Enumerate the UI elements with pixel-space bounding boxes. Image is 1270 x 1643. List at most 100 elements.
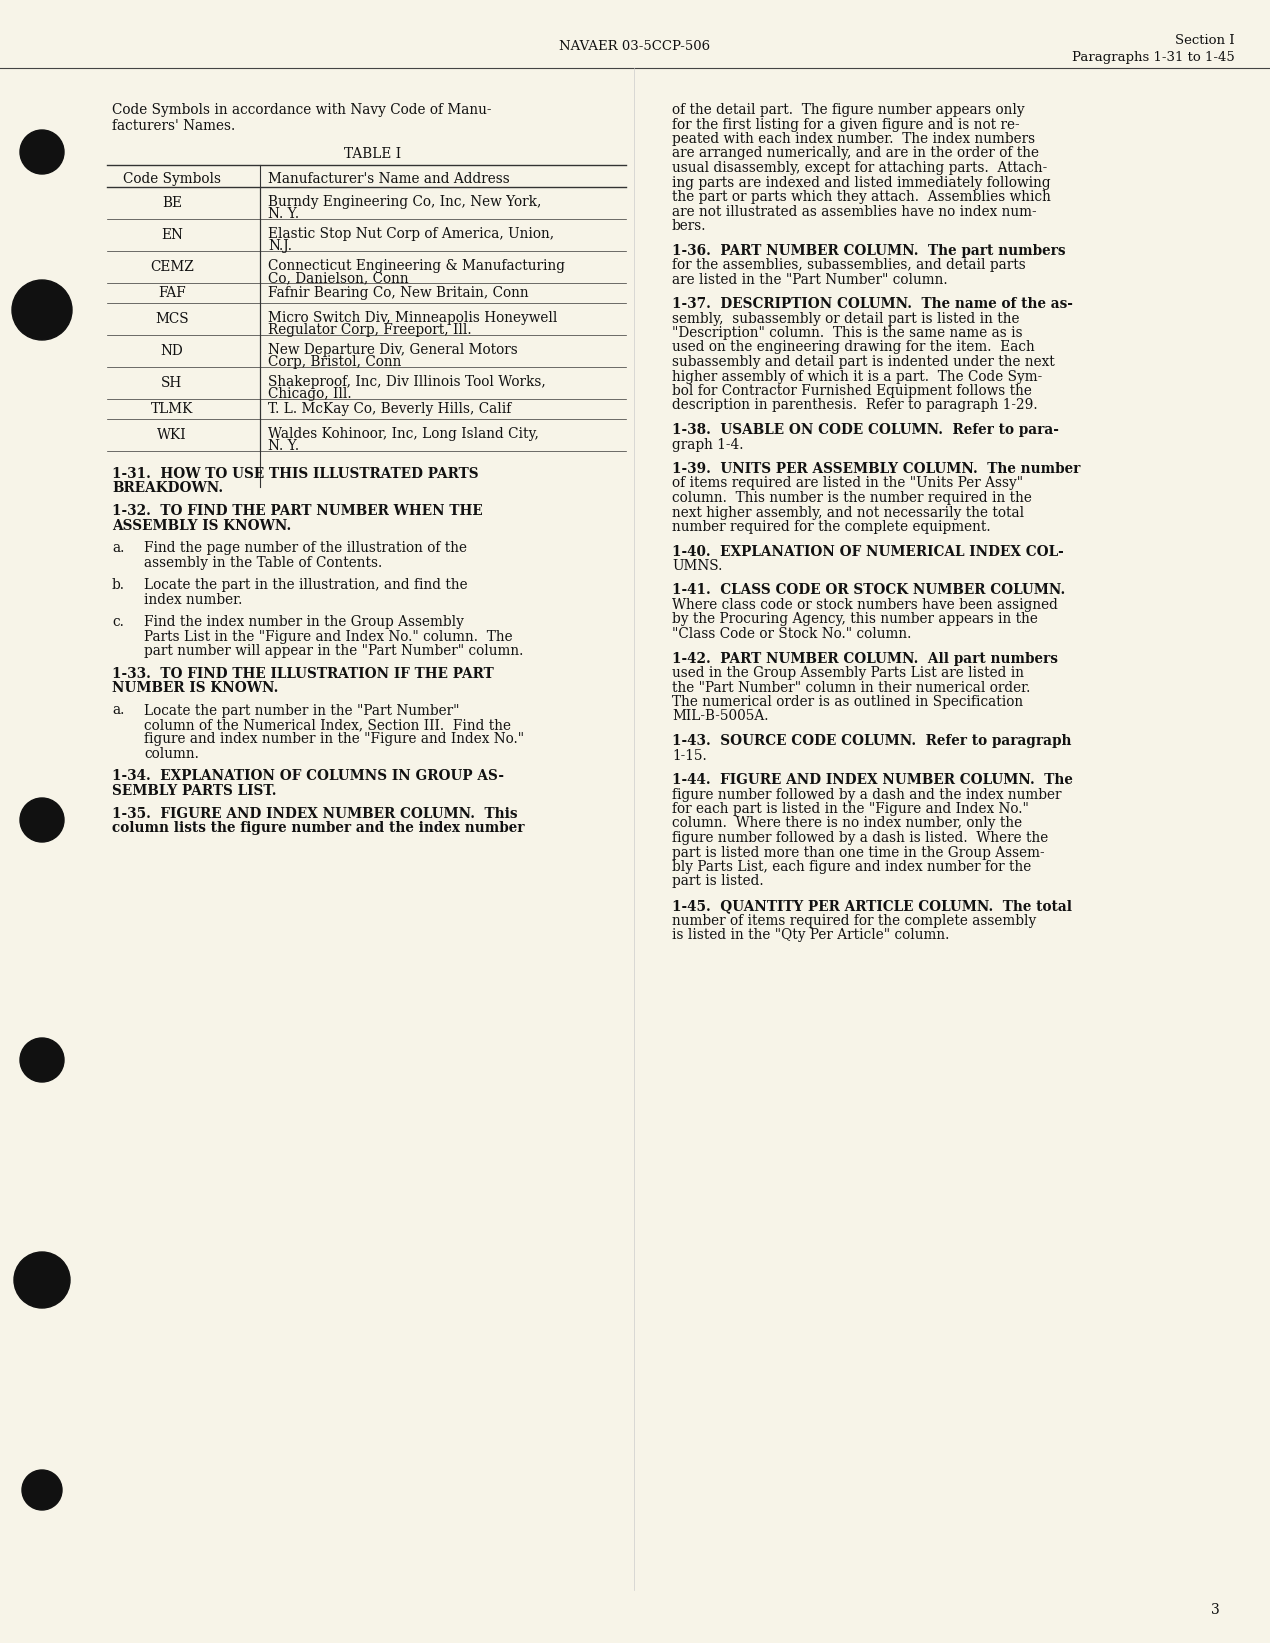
Text: index number.: index number. [144, 593, 243, 606]
Text: bol for Contractor Furnished Equipment follows the: bol for Contractor Furnished Equipment f… [672, 384, 1031, 398]
Text: 1-32.  TO FIND THE PART NUMBER WHEN THE: 1-32. TO FIND THE PART NUMBER WHEN THE [112, 504, 483, 518]
Text: 1-39.  UNITS PER ASSEMBLY COLUMN.  The number: 1-39. UNITS PER ASSEMBLY COLUMN. The num… [672, 462, 1081, 476]
Text: MCS: MCS [155, 312, 189, 325]
Text: usual disassembly, except for attaching parts.  Attach-: usual disassembly, except for attaching … [672, 161, 1048, 176]
Text: 1-33.  TO FIND THE ILLUSTRATION IF THE PART: 1-33. TO FIND THE ILLUSTRATION IF THE PA… [112, 667, 494, 680]
Text: used in the Group Assembly Parts List are listed in: used in the Group Assembly Parts List ar… [672, 665, 1024, 680]
Text: sembly,  subassembly or detail part is listed in the: sembly, subassembly or detail part is li… [672, 312, 1020, 325]
Text: assembly in the Table of Contents.: assembly in the Table of Contents. [144, 555, 382, 570]
Text: by the Procuring Agency, this number appears in the: by the Procuring Agency, this number app… [672, 613, 1038, 626]
Text: Section I: Section I [1175, 33, 1234, 46]
Text: UMNS.: UMNS. [672, 559, 723, 573]
Text: Micro Switch Div, Minneapolis Honeywell: Micro Switch Div, Minneapolis Honeywell [268, 311, 558, 325]
Text: c.: c. [112, 614, 124, 629]
Text: are not illustrated as assemblies have no index num-: are not illustrated as assemblies have n… [672, 204, 1036, 219]
Text: WKI: WKI [157, 427, 187, 442]
Text: 1-15.: 1-15. [672, 749, 706, 762]
Text: TLMK: TLMK [151, 403, 193, 416]
Text: Find the page number of the illustration of the: Find the page number of the illustration… [144, 541, 467, 555]
Text: N.J.: N.J. [268, 238, 292, 253]
Text: 1-45.  QUANTITY PER ARTICLE COLUMN.  The total: 1-45. QUANTITY PER ARTICLE COLUMN. The t… [672, 899, 1072, 914]
Text: a.: a. [112, 703, 124, 718]
Text: facturers' Names.: facturers' Names. [112, 118, 235, 133]
Circle shape [11, 279, 72, 340]
Text: "Description" column.  This is the same name as is: "Description" column. This is the same n… [672, 325, 1022, 340]
Text: part is listed.: part is listed. [672, 874, 763, 889]
Text: Manufacturer's Name and Address: Manufacturer's Name and Address [268, 173, 509, 186]
Text: MIL-B-5005A.: MIL-B-5005A. [672, 710, 768, 723]
Text: Co, Danielson, Conn: Co, Danielson, Conn [268, 271, 409, 284]
Text: Where class code or stock numbers have been assigned: Where class code or stock numbers have b… [672, 598, 1058, 611]
Text: Paragraphs 1-31 to 1-45: Paragraphs 1-31 to 1-45 [1072, 51, 1234, 64]
Text: a.: a. [112, 541, 124, 555]
Text: NAVAER 03-5CCP-506: NAVAER 03-5CCP-506 [560, 41, 710, 54]
Text: Locate the part number in the "Part Number": Locate the part number in the "Part Numb… [144, 703, 460, 718]
Text: 1-42.  PART NUMBER COLUMN.  All part numbers: 1-42. PART NUMBER COLUMN. All part numbe… [672, 652, 1058, 665]
Text: Fafnir Bearing Co, New Britain, Conn: Fafnir Bearing Co, New Britain, Conn [268, 286, 528, 301]
Text: ASSEMBLY IS KNOWN.: ASSEMBLY IS KNOWN. [112, 519, 291, 532]
Text: part is listed more than one time in the Group Assem-: part is listed more than one time in the… [672, 846, 1045, 859]
Text: N. Y.: N. Y. [268, 439, 300, 453]
Text: part number will appear in the "Part Number" column.: part number will appear in the "Part Num… [144, 644, 523, 657]
Text: for each part is listed in the "Figure and Index No.": for each part is listed in the "Figure a… [672, 802, 1029, 817]
Text: column.  Where there is no index number, only the: column. Where there is no index number, … [672, 817, 1022, 830]
Text: number of items required for the complete assembly: number of items required for the complet… [672, 914, 1036, 928]
Text: 3: 3 [1212, 1604, 1220, 1617]
Text: 1-37.  DESCRIPTION COLUMN.  The name of the as-: 1-37. DESCRIPTION COLUMN. The name of th… [672, 297, 1073, 311]
Text: the "Part Number" column in their numerical order.: the "Part Number" column in their numeri… [672, 680, 1030, 695]
Text: 1-34.  EXPLANATION OF COLUMNS IN GROUP AS-: 1-34. EXPLANATION OF COLUMNS IN GROUP AS… [112, 769, 504, 784]
Circle shape [22, 1470, 62, 1510]
Text: are arranged numerically, and are in the order of the: are arranged numerically, and are in the… [672, 146, 1039, 161]
Text: Connecticut Engineering & Manufacturing: Connecticut Engineering & Manufacturing [268, 260, 565, 273]
Text: Chicago, Ill.: Chicago, Ill. [268, 388, 352, 401]
Text: for the assemblies, subassemblies, and detail parts: for the assemblies, subassemblies, and d… [672, 258, 1026, 273]
Text: Burndy Engineering Co, Inc, New York,: Burndy Engineering Co, Inc, New York, [268, 196, 541, 209]
Text: 1-44.  FIGURE AND INDEX NUMBER COLUMN.  The: 1-44. FIGURE AND INDEX NUMBER COLUMN. Th… [672, 772, 1073, 787]
Text: TABLE I: TABLE I [344, 146, 401, 161]
Text: of the detail part.  The figure number appears only: of the detail part. The figure number ap… [672, 104, 1025, 117]
Text: Locate the part in the illustration, and find the: Locate the part in the illustration, and… [144, 578, 467, 591]
Text: figure number followed by a dash and the index number: figure number followed by a dash and the… [672, 787, 1062, 802]
Text: EN: EN [161, 228, 183, 242]
Text: column.  This number is the number required in the: column. This number is the number requir… [672, 491, 1031, 504]
Text: BE: BE [163, 196, 182, 210]
Text: next higher assembly, and not necessarily the total: next higher assembly, and not necessaril… [672, 506, 1024, 519]
Circle shape [20, 1038, 64, 1083]
Text: Code Symbols in accordance with Navy Code of Manu-: Code Symbols in accordance with Navy Cod… [112, 104, 491, 117]
Text: BREAKDOWN.: BREAKDOWN. [112, 481, 224, 496]
Text: peated with each index number.  The index numbers: peated with each index number. The index… [672, 131, 1035, 146]
Text: used on the engineering drawing for the item.  Each: used on the engineering drawing for the … [672, 340, 1035, 355]
Text: T. L. McKay Co, Beverly Hills, Calif: T. L. McKay Co, Beverly Hills, Calif [268, 403, 512, 416]
Text: higher assembly of which it is a part.  The Code Sym-: higher assembly of which it is a part. T… [672, 370, 1043, 383]
Text: for the first listing for a given figure and is not re-: for the first listing for a given figure… [672, 118, 1020, 131]
Text: b.: b. [112, 578, 124, 591]
Text: ing parts are indexed and listed immediately following: ing parts are indexed and listed immedia… [672, 176, 1050, 189]
Text: The numerical order is as outlined in Specification: The numerical order is as outlined in Sp… [672, 695, 1024, 710]
Text: number required for the complete equipment.: number required for the complete equipme… [672, 519, 991, 534]
Text: Find the index number in the Group Assembly: Find the index number in the Group Assem… [144, 614, 464, 629]
Circle shape [14, 1252, 70, 1308]
Text: column lists the figure number and the index number: column lists the figure number and the i… [112, 822, 525, 835]
Text: Code Symbols: Code Symbols [123, 173, 221, 186]
Text: Corp, Bristol, Conn: Corp, Bristol, Conn [268, 355, 401, 370]
Text: column.: column. [144, 748, 199, 761]
Circle shape [20, 130, 64, 174]
Circle shape [20, 798, 64, 841]
Text: 1-31.  HOW TO USE THIS ILLUSTRATED PARTS: 1-31. HOW TO USE THIS ILLUSTRATED PARTS [112, 467, 479, 481]
Text: CEMZ: CEMZ [150, 260, 194, 274]
Text: bers.: bers. [672, 219, 706, 233]
Text: ND: ND [160, 343, 183, 358]
Text: 1-35.  FIGURE AND INDEX NUMBER COLUMN.  This: 1-35. FIGURE AND INDEX NUMBER COLUMN. Th… [112, 807, 517, 820]
Text: Parts List in the "Figure and Index No." column.  The: Parts List in the "Figure and Index No."… [144, 629, 513, 644]
Text: N. Y.: N. Y. [268, 207, 300, 222]
Text: NUMBER IS KNOWN.: NUMBER IS KNOWN. [112, 680, 278, 695]
Text: are listed in the "Part Number" column.: are listed in the "Part Number" column. [672, 273, 947, 286]
Text: "Class Code or Stock No." column.: "Class Code or Stock No." column. [672, 628, 912, 641]
Text: of items required are listed in the "Units Per Assy": of items required are listed in the "Uni… [672, 476, 1024, 491]
Text: description in parenthesis.  Refer to paragraph 1-29.: description in parenthesis. Refer to par… [672, 399, 1038, 412]
Text: FAF: FAF [159, 286, 185, 301]
Text: New Departure Div, General Motors: New Departure Div, General Motors [268, 343, 518, 357]
Text: 1-43.  SOURCE CODE COLUMN.  Refer to paragraph: 1-43. SOURCE CODE COLUMN. Refer to parag… [672, 734, 1072, 748]
Text: bly Parts List, each figure and index number for the: bly Parts List, each figure and index nu… [672, 859, 1031, 874]
Text: 1-40.  EXPLANATION OF NUMERICAL INDEX COL-: 1-40. EXPLANATION OF NUMERICAL INDEX COL… [672, 544, 1064, 559]
